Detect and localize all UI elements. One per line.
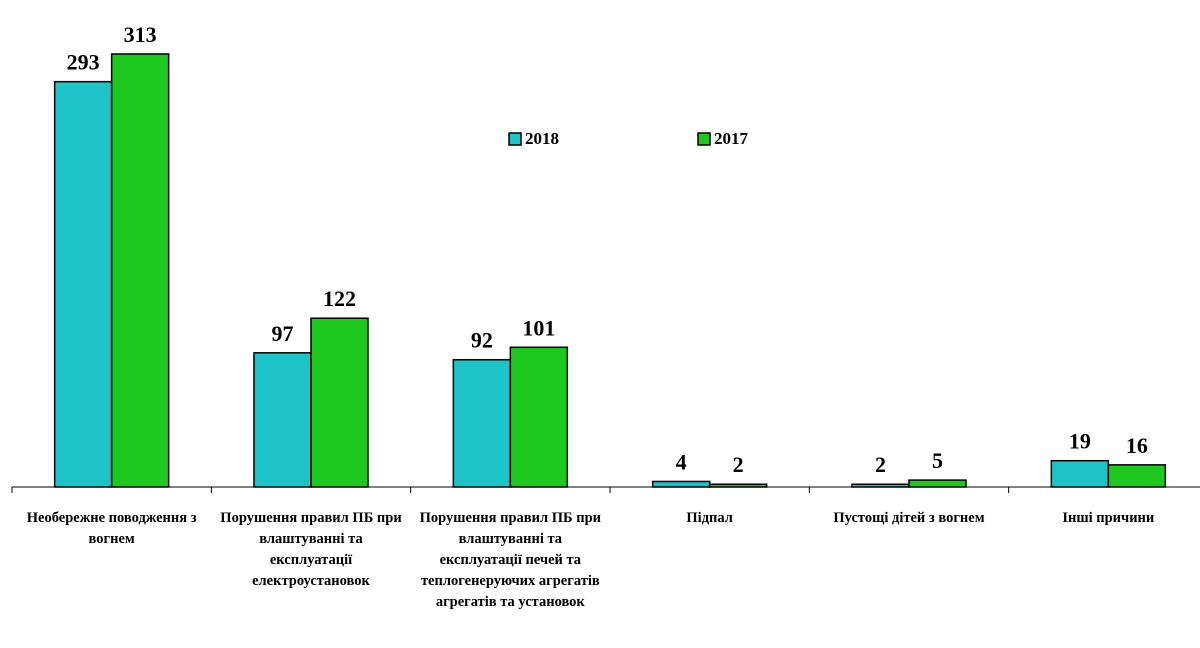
data-label: 313 bbox=[124, 22, 157, 47]
bar bbox=[53, 80, 113, 488]
data-label: 101 bbox=[522, 315, 555, 340]
data-label: 2 bbox=[875, 452, 886, 477]
legend-swatch bbox=[697, 132, 711, 146]
data-label: 16 bbox=[1126, 433, 1148, 458]
data-label: 92 bbox=[471, 328, 493, 353]
bar bbox=[509, 346, 569, 488]
bar bbox=[851, 483, 910, 488]
bar bbox=[310, 317, 369, 488]
bar bbox=[452, 358, 512, 488]
bar bbox=[253, 352, 312, 488]
x-tick-label: Підпал bbox=[686, 510, 733, 526]
bar bbox=[1107, 464, 1167, 488]
bar bbox=[651, 480, 711, 488]
x-tick-label: Інші причини bbox=[1062, 510, 1155, 526]
data-label: 2 bbox=[733, 452, 744, 477]
x-tick-label: Порушення правил ПБ при влаштуванні та е… bbox=[220, 510, 402, 589]
x-tick-label: Необережне поводження з вогнем bbox=[26, 510, 197, 547]
bar bbox=[110, 53, 170, 488]
bar bbox=[908, 479, 967, 488]
bar bbox=[708, 483, 768, 488]
legend-label: 2017 bbox=[714, 129, 749, 148]
legend-swatch bbox=[508, 132, 522, 146]
bar bbox=[1050, 459, 1110, 488]
data-label: 4 bbox=[676, 449, 687, 474]
data-label: 19 bbox=[1069, 429, 1091, 454]
x-tick-label: Пустощі дітей з вогнем bbox=[833, 510, 985, 526]
legend-label: 2018 bbox=[525, 129, 559, 148]
data-label: 122 bbox=[323, 286, 356, 311]
data-label: 5 bbox=[932, 448, 943, 473]
x-tick-label: Порушення правил ПБ при влаштуванні та е… bbox=[419, 510, 602, 610]
data-label: 97 bbox=[272, 321, 294, 346]
data-label: 293 bbox=[67, 50, 100, 75]
